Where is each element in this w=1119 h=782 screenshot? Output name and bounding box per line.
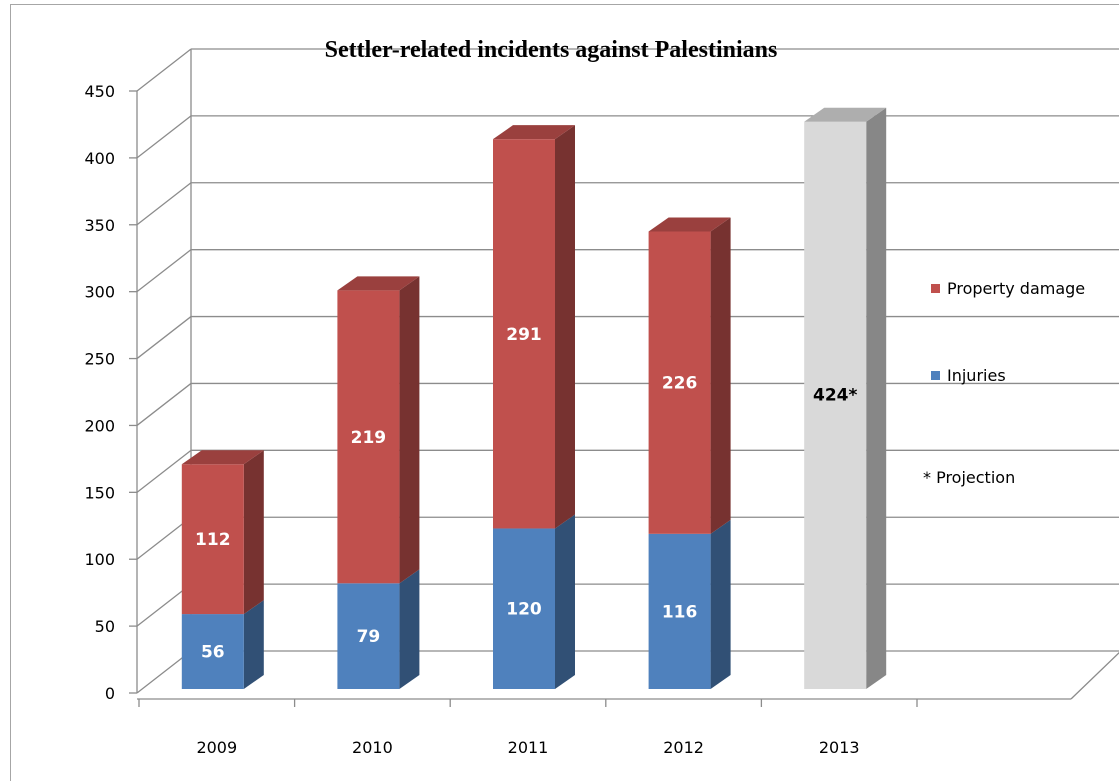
bar-injuries-2011-side xyxy=(555,514,575,689)
y-tick-label: 200 xyxy=(84,416,115,435)
bar-projection-2013-side xyxy=(866,107,887,689)
bar-property-damage-2011 xyxy=(493,139,555,529)
bar-property-damage-2012-side xyxy=(710,217,731,534)
bar-injuries-2010 xyxy=(337,583,400,689)
bar-property-damage-2012 xyxy=(648,231,711,534)
bar-property-damage-2011-top xyxy=(493,125,575,140)
bar-injuries-2010-side xyxy=(399,569,420,689)
chart-title: Settler-related incidents against Palest… xyxy=(325,37,778,63)
gridline-depth xyxy=(136,48,192,92)
bar-property-damage-2012-top xyxy=(648,217,731,232)
x-tick-label: 2010 xyxy=(352,738,393,757)
bar-property-damage-2010-side xyxy=(399,276,420,584)
y-tick-label: 250 xyxy=(84,350,115,369)
legend-swatch-injuries xyxy=(931,371,940,380)
gridline-depth xyxy=(136,249,192,293)
legend-note-projection: * Projection xyxy=(923,468,1015,487)
data-label-injuries-2010: 79 xyxy=(357,627,381,647)
bar-property-damage-2011-side xyxy=(555,125,575,529)
x-tick-label: 2011 xyxy=(508,738,549,757)
gridline-depth xyxy=(136,316,192,360)
gridline-depth xyxy=(136,182,192,226)
data-label-projection-2013: 424* xyxy=(813,385,857,405)
x-tick-label: 2012 xyxy=(663,738,704,757)
bar-injuries-2009-side xyxy=(243,600,264,689)
bar-injuries-2011 xyxy=(493,528,555,689)
bar-projection-2013-top xyxy=(804,107,887,122)
bars xyxy=(181,107,887,689)
bar-injuries-2012 xyxy=(648,533,711,689)
legend-label-property-damage: Property damage xyxy=(947,279,1085,298)
bar-property-damage-2009 xyxy=(181,464,244,615)
y-tick-label: 300 xyxy=(84,283,115,302)
y-tick-label: 100 xyxy=(84,550,115,569)
legend: Property damage Injuries * Projection xyxy=(923,279,1085,487)
gridline-depth xyxy=(136,449,192,493)
data-label-injuries-2009: 56 xyxy=(201,643,225,663)
bar-injuries-2012-side xyxy=(710,519,731,689)
data-label-property-damage-2010: 219 xyxy=(351,428,387,448)
legend-label-injuries: Injuries xyxy=(947,366,1006,385)
chart-frame: 0 50 100 150 200 250 300 350 400 450 2009 2010 2011 2… xyxy=(10,4,1119,781)
data-label-injuries-2012: 116 xyxy=(662,602,698,622)
y-tick-label: 350 xyxy=(84,216,115,235)
gridline-depth xyxy=(136,115,192,159)
y-tick-label: 50 xyxy=(95,617,115,636)
data-label-property-damage-2009: 112 xyxy=(195,530,231,550)
legend-swatch-property-damage xyxy=(931,284,940,293)
x-tick-label: 2013 xyxy=(819,738,860,757)
data-label-property-damage-2011: 291 xyxy=(506,325,542,345)
data-label-injuries-2011: 120 xyxy=(506,600,542,620)
y-tick-label: 450 xyxy=(84,82,115,101)
bar-property-damage-2010-top xyxy=(337,276,420,291)
bar-injuries-2009 xyxy=(181,614,244,689)
bar-chart: 0 50 100 150 200 250 300 350 400 450 2009 2010 2011 2… xyxy=(84,37,1119,757)
y-tick-label: 150 xyxy=(84,483,115,502)
gridline-depth xyxy=(136,382,192,426)
y-tick-label: 400 xyxy=(84,149,115,168)
data-labels: 56 112 79 219 120 291 116 226 424* xyxy=(195,325,857,663)
data-label-property-damage-2012: 226 xyxy=(662,374,698,394)
y-tick-label: 0 xyxy=(105,684,115,703)
bar-property-damage-2009-side xyxy=(243,450,264,615)
bar-projection-2013 xyxy=(804,121,867,689)
bar-property-damage-2010 xyxy=(337,290,400,584)
bar-property-damage-2009-top xyxy=(181,450,264,465)
floor-edge xyxy=(1070,651,1119,700)
axes: 0 50 100 150 200 250 300 350 400 450 2009 2010 2011 2… xyxy=(84,82,1119,757)
x-tick-label: 2009 xyxy=(196,738,237,757)
